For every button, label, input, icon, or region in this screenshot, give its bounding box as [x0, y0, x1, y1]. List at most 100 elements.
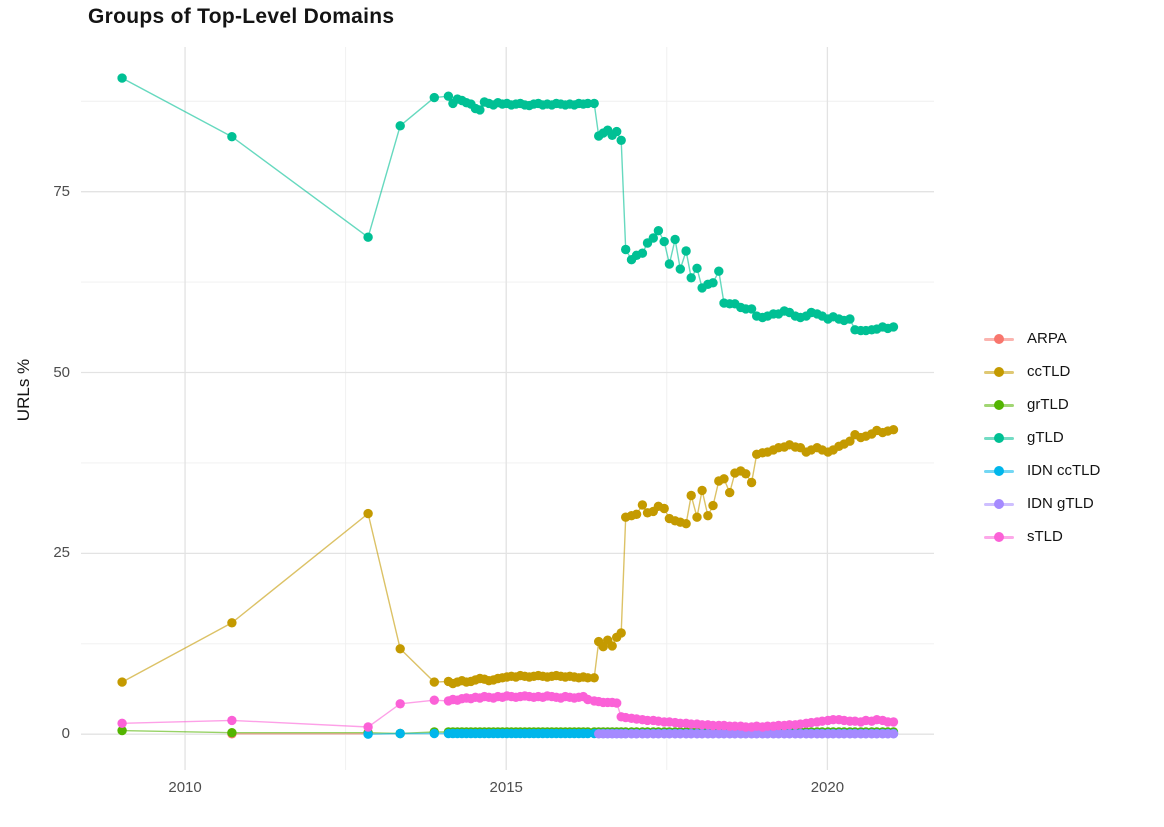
legend-label: grTLD: [1027, 396, 1069, 413]
legend-item-cctld: ccTLD: [984, 355, 1100, 388]
x-tick-label-2010: 2010: [168, 779, 202, 796]
data-point-gtld: [714, 266, 724, 276]
data-point-gtld: [117, 73, 127, 83]
data-point-stld: [363, 722, 373, 732]
data-point-gtld: [589, 98, 599, 109]
data-point-gtld: [395, 121, 405, 131]
legend-item-grtld: grTLD: [984, 388, 1100, 421]
data-point-cctld: [697, 485, 707, 496]
data-point-cctld: [607, 641, 617, 651]
data-point-gtld: [363, 232, 373, 242]
legend-dot-icon: [994, 498, 1004, 509]
data-point-gtld: [746, 304, 757, 314]
data-point-cctld: [429, 677, 439, 687]
legend-item-idn-cctld: IDN ccTLD: [984, 454, 1100, 487]
data-point-gtld: [616, 135, 626, 145]
data-point-cctld: [659, 503, 669, 514]
data-point-cctld: [719, 474, 729, 484]
legend-key: [984, 498, 1014, 510]
data-point-gtld: [708, 278, 718, 288]
data-point-idn-cctld: [429, 728, 439, 739]
data-point-cctld: [117, 677, 127, 687]
y-tick-label-50: 50: [53, 363, 70, 381]
data-point-grtld: [227, 728, 237, 738]
legend-dot-icon: [994, 432, 1004, 443]
legend-label: IDN ccTLD: [1027, 462, 1101, 479]
legend-key: [984, 366, 1014, 378]
data-point-gtld: [659, 236, 669, 247]
chart-title: Groups of Top-Level Domains: [88, 5, 395, 28]
data-point-gtld: [653, 226, 664, 236]
legend-label: sTLD: [1027, 528, 1063, 545]
y-tick-label-25: 25: [53, 544, 70, 562]
data-point-idn-cctld: [395, 728, 405, 739]
data-point-gtld: [443, 91, 454, 101]
data-point-gtld: [621, 244, 631, 255]
legend-item-stld: sTLD: [984, 520, 1100, 553]
data-point-cctld: [845, 436, 855, 446]
data-point-cctld: [746, 477, 757, 488]
data-point-stld: [227, 715, 237, 726]
data-point-gtld: [475, 105, 485, 115]
data-point-gtld: [675, 264, 685, 274]
data-point-idn-cctld: [363, 729, 373, 739]
legend-item-idn-gtld: IDN gTLD: [984, 487, 1100, 520]
data-point-gtld: [681, 246, 691, 256]
data-point-gtld: [612, 126, 622, 137]
data-point-stld: [117, 718, 127, 728]
legend-label: ccTLD: [1027, 363, 1071, 380]
data-point-stld: [395, 699, 405, 709]
data-point-stld: [888, 717, 899, 727]
data-point-cctld: [395, 644, 405, 654]
legend-dot-icon: [994, 399, 1004, 410]
legend-key: [984, 531, 1014, 543]
legend-dot-icon: [994, 465, 1004, 476]
legend-dot-icon: [994, 531, 1004, 542]
legend-dot-icon: [994, 333, 1004, 344]
data-point-cctld: [686, 490, 696, 501]
legend-label: gTLD: [1027, 429, 1064, 446]
legend-item-arpa: ARPA: [984, 322, 1100, 355]
data-point-gtld: [670, 234, 680, 245]
data-point-grtld: [117, 725, 127, 736]
x-tick-label-2020: 2020: [810, 779, 845, 796]
data-point-cctld: [227, 618, 237, 628]
legend-label: IDN gTLD: [1027, 495, 1094, 512]
data-point-gtld: [686, 273, 696, 283]
data-point-gtld: [648, 233, 658, 243]
series-cctld-points: [117, 425, 899, 689]
series-cctld-line: [121, 429, 894, 685]
series-gtld-points: [117, 73, 899, 336]
data-point-cctld: [741, 469, 751, 479]
data-point-stld: [429, 695, 439, 705]
legend-key: [984, 399, 1014, 411]
data-point-cctld: [363, 508, 373, 519]
legend-key: [984, 465, 1014, 477]
data-point-cctld: [708, 500, 718, 511]
legend-item-gtld: gTLD: [984, 421, 1100, 454]
legend-key: [984, 333, 1014, 345]
data-point-cctld: [616, 628, 626, 638]
data-point-gtld: [888, 322, 899, 332]
legend: ARPA ccTLD grTLD gTLD IDN ccTLD IDN gTLD…: [984, 322, 1100, 553]
data-point-gtld: [227, 132, 237, 142]
data-point-gtld: [692, 263, 702, 273]
series-idn-gtld-points: [594, 729, 899, 739]
data-point-cctld: [681, 519, 691, 529]
x-tick-label-2015: 2015: [489, 779, 523, 796]
data-point-idn-gtld: [888, 729, 899, 739]
y-tick-label-75: 75: [53, 182, 70, 200]
legend-key: [984, 432, 1014, 444]
data-point-cctld: [631, 509, 642, 519]
data-point-gtld: [845, 314, 855, 324]
data-point-cctld: [637, 500, 648, 510]
legend-label: ARPA: [1027, 330, 1067, 347]
legend-dot-icon: [994, 366, 1004, 377]
data-point-stld: [612, 698, 622, 708]
data-point-cctld: [692, 512, 702, 522]
y-tick-label-0: 0: [61, 725, 70, 743]
data-point-cctld: [589, 673, 599, 683]
data-point-cctld: [703, 511, 713, 521]
